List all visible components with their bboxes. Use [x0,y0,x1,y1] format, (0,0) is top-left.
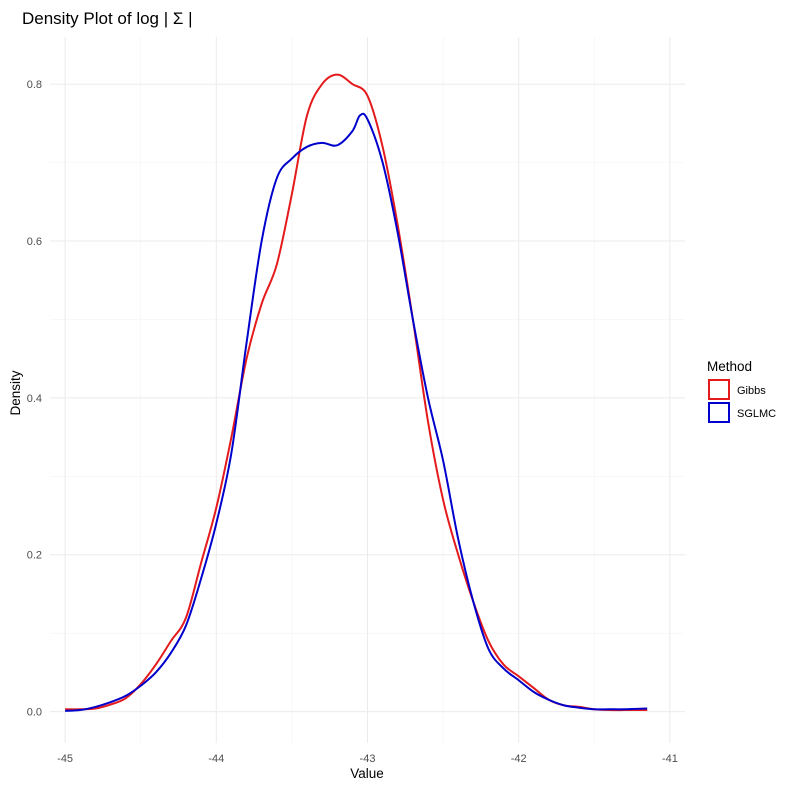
x-axis-ticks: -45 -44 -43 -42 -41 [57,753,678,765]
legend: Method Gibbs SGLMC [707,359,776,423]
legend-key-gibbs [708,379,730,400]
grid [50,37,685,743]
y-axis-ticks: 0.0 0.2 0.4 0.6 0.8 [27,79,42,719]
legend-title: Method [707,359,752,374]
series-line-gibbs [65,73,648,712]
y-tick-label: 0.0 [27,707,42,719]
legend-label-sglmc: SGLMC [737,408,776,420]
y-axis-title: Density [8,370,23,415]
y-tick-label: 0.4 [27,393,42,405]
x-tick-label: -41 [662,753,678,765]
y-tick-label: 0.2 [27,550,42,562]
y-tick-label: 0.8 [27,79,42,91]
y-tick-label: 0.6 [27,236,42,248]
series-layer [65,73,648,712]
x-tick-label: -42 [511,753,527,765]
legend-label-gibbs: Gibbs [737,385,766,397]
x-axis-title: Value [350,766,384,781]
chart-title: Density Plot of log | Σ | [22,9,193,28]
x-tick-label: -44 [208,753,224,765]
x-tick-label: -43 [360,753,376,765]
legend-key-sglmc [708,402,730,423]
series-line-sglmc [65,112,648,712]
x-tick-label: -45 [57,753,73,765]
